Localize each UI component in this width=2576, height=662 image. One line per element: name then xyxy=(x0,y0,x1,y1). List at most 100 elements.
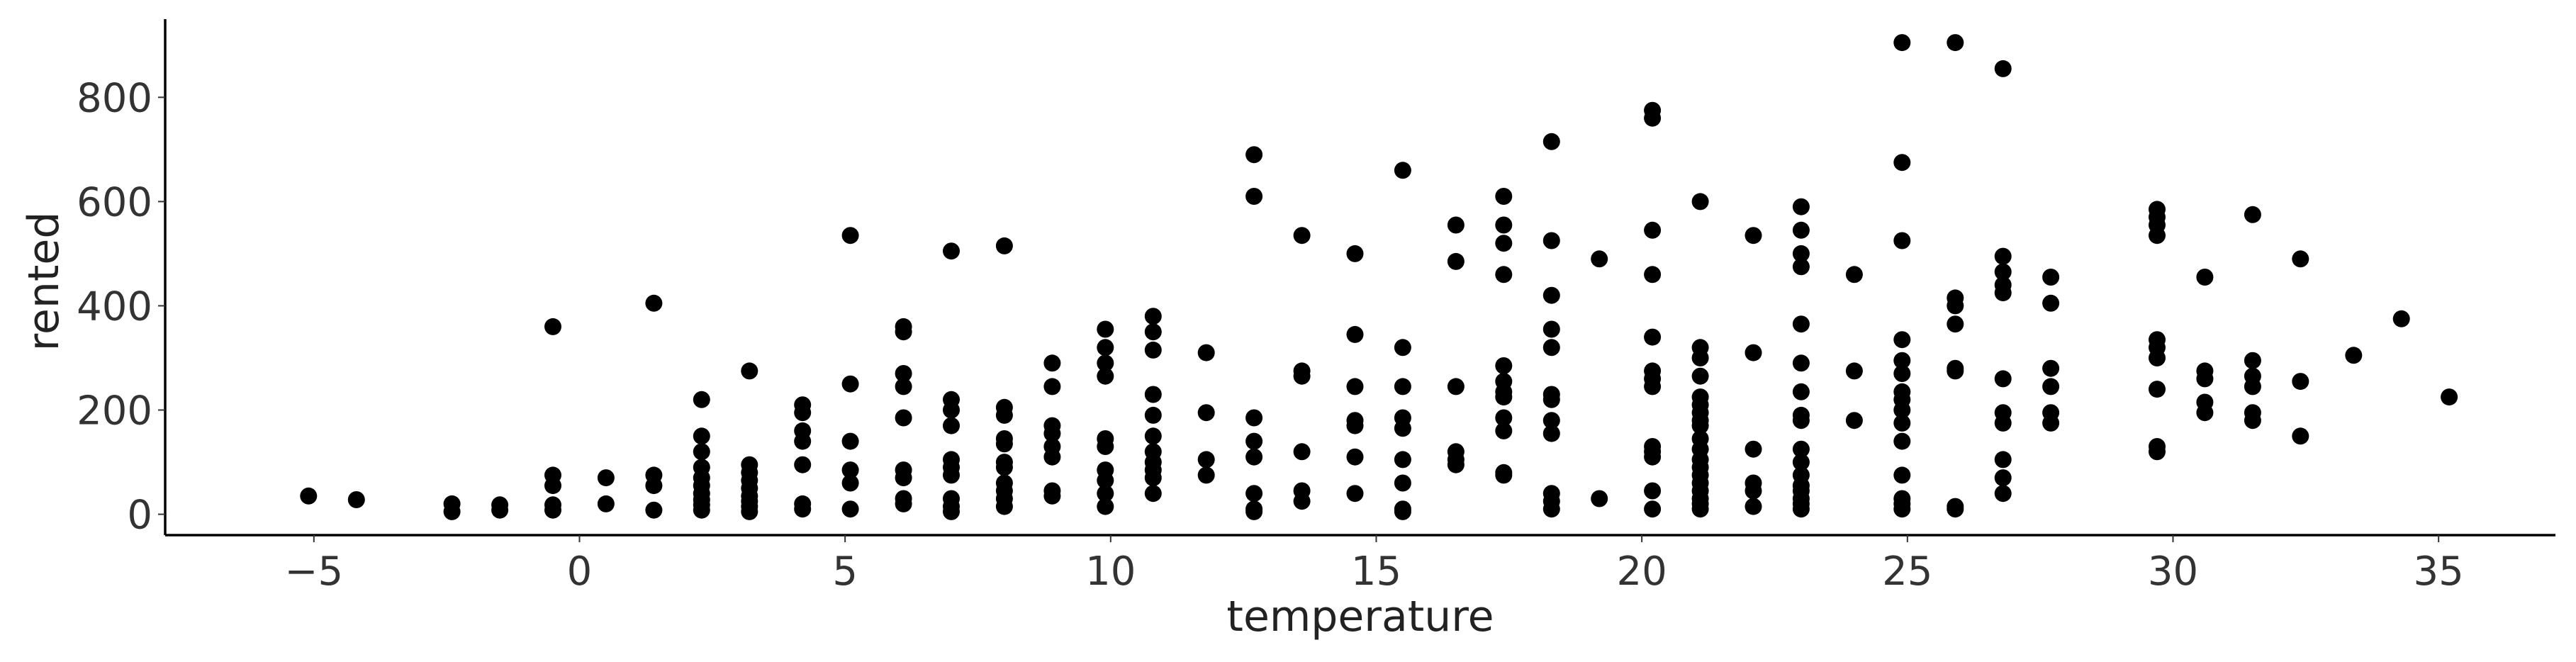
data-point xyxy=(1245,485,1263,503)
data-point xyxy=(895,365,912,382)
data-point xyxy=(1394,339,1411,357)
data-point xyxy=(1542,320,1560,338)
data-point xyxy=(1792,412,1810,430)
data-point xyxy=(2345,347,2363,364)
data-point xyxy=(1644,482,1662,500)
data-point xyxy=(693,501,710,519)
data-point xyxy=(794,432,812,450)
data-point xyxy=(1792,454,1810,471)
data-point xyxy=(1542,425,1560,442)
data-point xyxy=(741,503,758,520)
data-point xyxy=(1745,227,1762,245)
y-tick-label: 200 xyxy=(77,388,152,434)
data-point xyxy=(1197,344,1215,361)
data-point xyxy=(841,375,859,393)
data-point xyxy=(1346,417,1364,434)
data-point xyxy=(1495,388,1513,406)
data-point xyxy=(2042,269,2060,286)
data-point xyxy=(841,474,859,492)
data-point xyxy=(1994,485,2012,503)
data-point xyxy=(1447,456,1465,473)
data-point xyxy=(1542,286,1560,304)
y-tick-label: 400 xyxy=(77,284,152,330)
data-point xyxy=(2244,352,2261,369)
data-point xyxy=(1495,235,1513,252)
data-point xyxy=(2042,294,2060,312)
data-point xyxy=(1542,133,1560,150)
data-point xyxy=(995,459,1013,476)
y-tick-label: 800 xyxy=(77,75,152,121)
data-point xyxy=(1994,60,2012,77)
data-point xyxy=(2244,378,2261,395)
data-point xyxy=(1691,367,1709,385)
data-point xyxy=(645,501,663,519)
data-point xyxy=(1542,500,1560,518)
data-point xyxy=(1845,362,1863,380)
x-tick-label: 10 xyxy=(1085,549,1136,595)
data-point xyxy=(1947,362,1964,380)
data-point xyxy=(1447,252,1465,270)
data-point xyxy=(1745,482,1762,500)
data-point xyxy=(1994,414,2012,432)
data-point xyxy=(1792,198,1810,215)
data-point xyxy=(1293,367,1311,385)
data-point xyxy=(1893,401,1911,419)
data-point xyxy=(1097,471,1114,489)
data-point xyxy=(1245,146,1263,164)
data-point xyxy=(1691,417,1709,434)
data-point xyxy=(1097,339,1114,357)
data-point xyxy=(943,466,960,484)
data-point xyxy=(1495,422,1513,439)
data-point xyxy=(1495,357,1513,374)
data-point xyxy=(597,469,615,487)
data-point xyxy=(1792,440,1810,458)
data-point xyxy=(1043,354,1061,372)
x-tick-label: 25 xyxy=(1882,549,1932,595)
data-point xyxy=(1346,245,1364,262)
data-point xyxy=(347,491,365,508)
data-point xyxy=(1691,193,1709,211)
data-point xyxy=(1792,245,1810,262)
data-point xyxy=(841,500,859,518)
data-point xyxy=(2392,310,2410,327)
data-point xyxy=(1792,258,1810,276)
data-point xyxy=(2196,269,2214,286)
data-point xyxy=(1947,500,1964,518)
data-point xyxy=(1893,432,1911,450)
data-point xyxy=(1893,500,1911,518)
data-point xyxy=(943,401,960,419)
data-point xyxy=(1591,490,1608,507)
data-point xyxy=(1495,216,1513,234)
data-point xyxy=(1792,221,1810,239)
data-point xyxy=(2149,349,2166,366)
axes xyxy=(164,19,2555,537)
data-point xyxy=(1394,162,1411,179)
data-point xyxy=(2244,206,2261,223)
data-point xyxy=(1893,232,1911,249)
data-point xyxy=(895,378,912,395)
data-point xyxy=(2042,378,2060,395)
data-point xyxy=(1893,154,1911,172)
data-point xyxy=(1144,469,1162,487)
data-point xyxy=(1495,188,1513,205)
data-point xyxy=(794,500,812,518)
data-point xyxy=(1542,339,1560,357)
data-point xyxy=(1245,409,1263,427)
data-point xyxy=(1542,412,1560,430)
data-point xyxy=(1644,328,1662,346)
data-point xyxy=(1097,367,1114,385)
data-point xyxy=(841,227,859,245)
data-point xyxy=(1293,227,1311,245)
data-point xyxy=(1745,344,1762,361)
data-point xyxy=(2149,443,2166,461)
data-point xyxy=(1994,284,2012,302)
data-point xyxy=(1097,498,1114,515)
data-point xyxy=(1346,378,1364,395)
data-point xyxy=(1394,420,1411,437)
data-point xyxy=(1097,438,1114,455)
data-point xyxy=(1293,493,1311,510)
data-point xyxy=(1994,263,2012,281)
data-point xyxy=(300,487,318,505)
data-point xyxy=(1144,427,1162,445)
x-tick-label: 15 xyxy=(1351,549,1401,595)
